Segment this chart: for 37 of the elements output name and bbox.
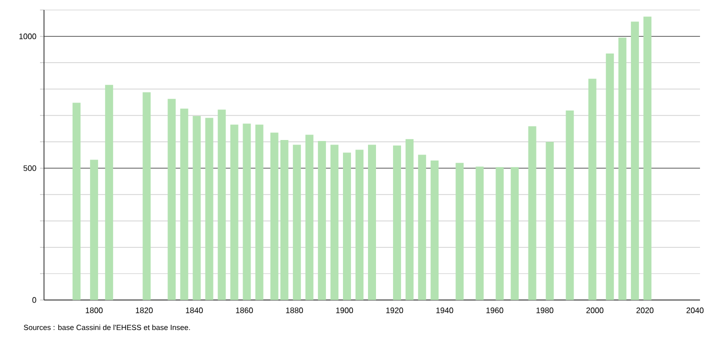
bar bbox=[142, 92, 151, 300]
bar bbox=[292, 144, 301, 300]
bar bbox=[180, 108, 188, 300]
bar bbox=[342, 152, 351, 300]
bar bbox=[270, 132, 278, 300]
bar bbox=[510, 167, 519, 300]
bar bbox=[242, 124, 251, 300]
bar bbox=[205, 118, 214, 300]
bar bbox=[588, 78, 596, 300]
bar bbox=[330, 144, 338, 300]
bar bbox=[430, 160, 439, 300]
bar bbox=[355, 150, 364, 300]
bar bbox=[192, 116, 201, 300]
bar bbox=[255, 124, 264, 300]
bar bbox=[218, 110, 226, 300]
bar bbox=[368, 144, 376, 300]
bar bbox=[643, 16, 652, 300]
bar bbox=[105, 84, 114, 300]
bar bbox=[168, 98, 176, 300]
bar bbox=[318, 141, 326, 300]
bar bbox=[496, 167, 504, 300]
bar bbox=[476, 166, 484, 300]
bar bbox=[630, 22, 639, 300]
bar bbox=[280, 140, 288, 300]
bar bbox=[456, 162, 464, 300]
bar bbox=[393, 146, 402, 300]
bar bbox=[230, 124, 238, 300]
bar bbox=[406, 139, 414, 300]
bar bbox=[606, 53, 614, 300]
bar bbox=[90, 160, 98, 300]
bar bbox=[305, 134, 314, 300]
bar bbox=[546, 142, 554, 300]
bar bbox=[528, 126, 536, 300]
bar bbox=[566, 110, 574, 300]
bar bbox=[418, 154, 426, 300]
bar bbox=[72, 102, 81, 300]
bar bbox=[618, 38, 626, 300]
